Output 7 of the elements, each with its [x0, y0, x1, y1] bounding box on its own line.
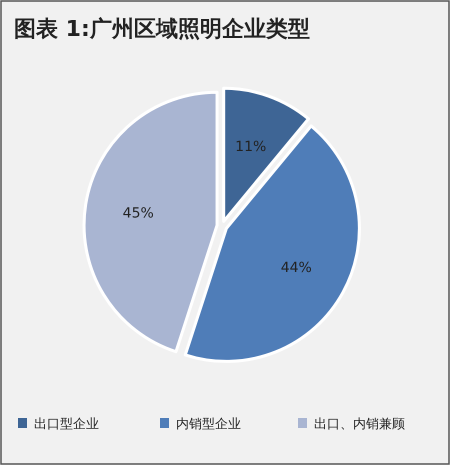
- legend-label: 出口、内销兼顾: [314, 417, 405, 432]
- chart-title: 图表 1:广州区域照明企业类型: [14, 16, 310, 42]
- data-label: 45%: [122, 206, 154, 222]
- legend-label: 出口型企业: [34, 417, 99, 432]
- legend-label: 内销型企业: [176, 417, 241, 432]
- data-label: 11%: [235, 139, 266, 156]
- data-label: 44%: [280, 260, 312, 276]
